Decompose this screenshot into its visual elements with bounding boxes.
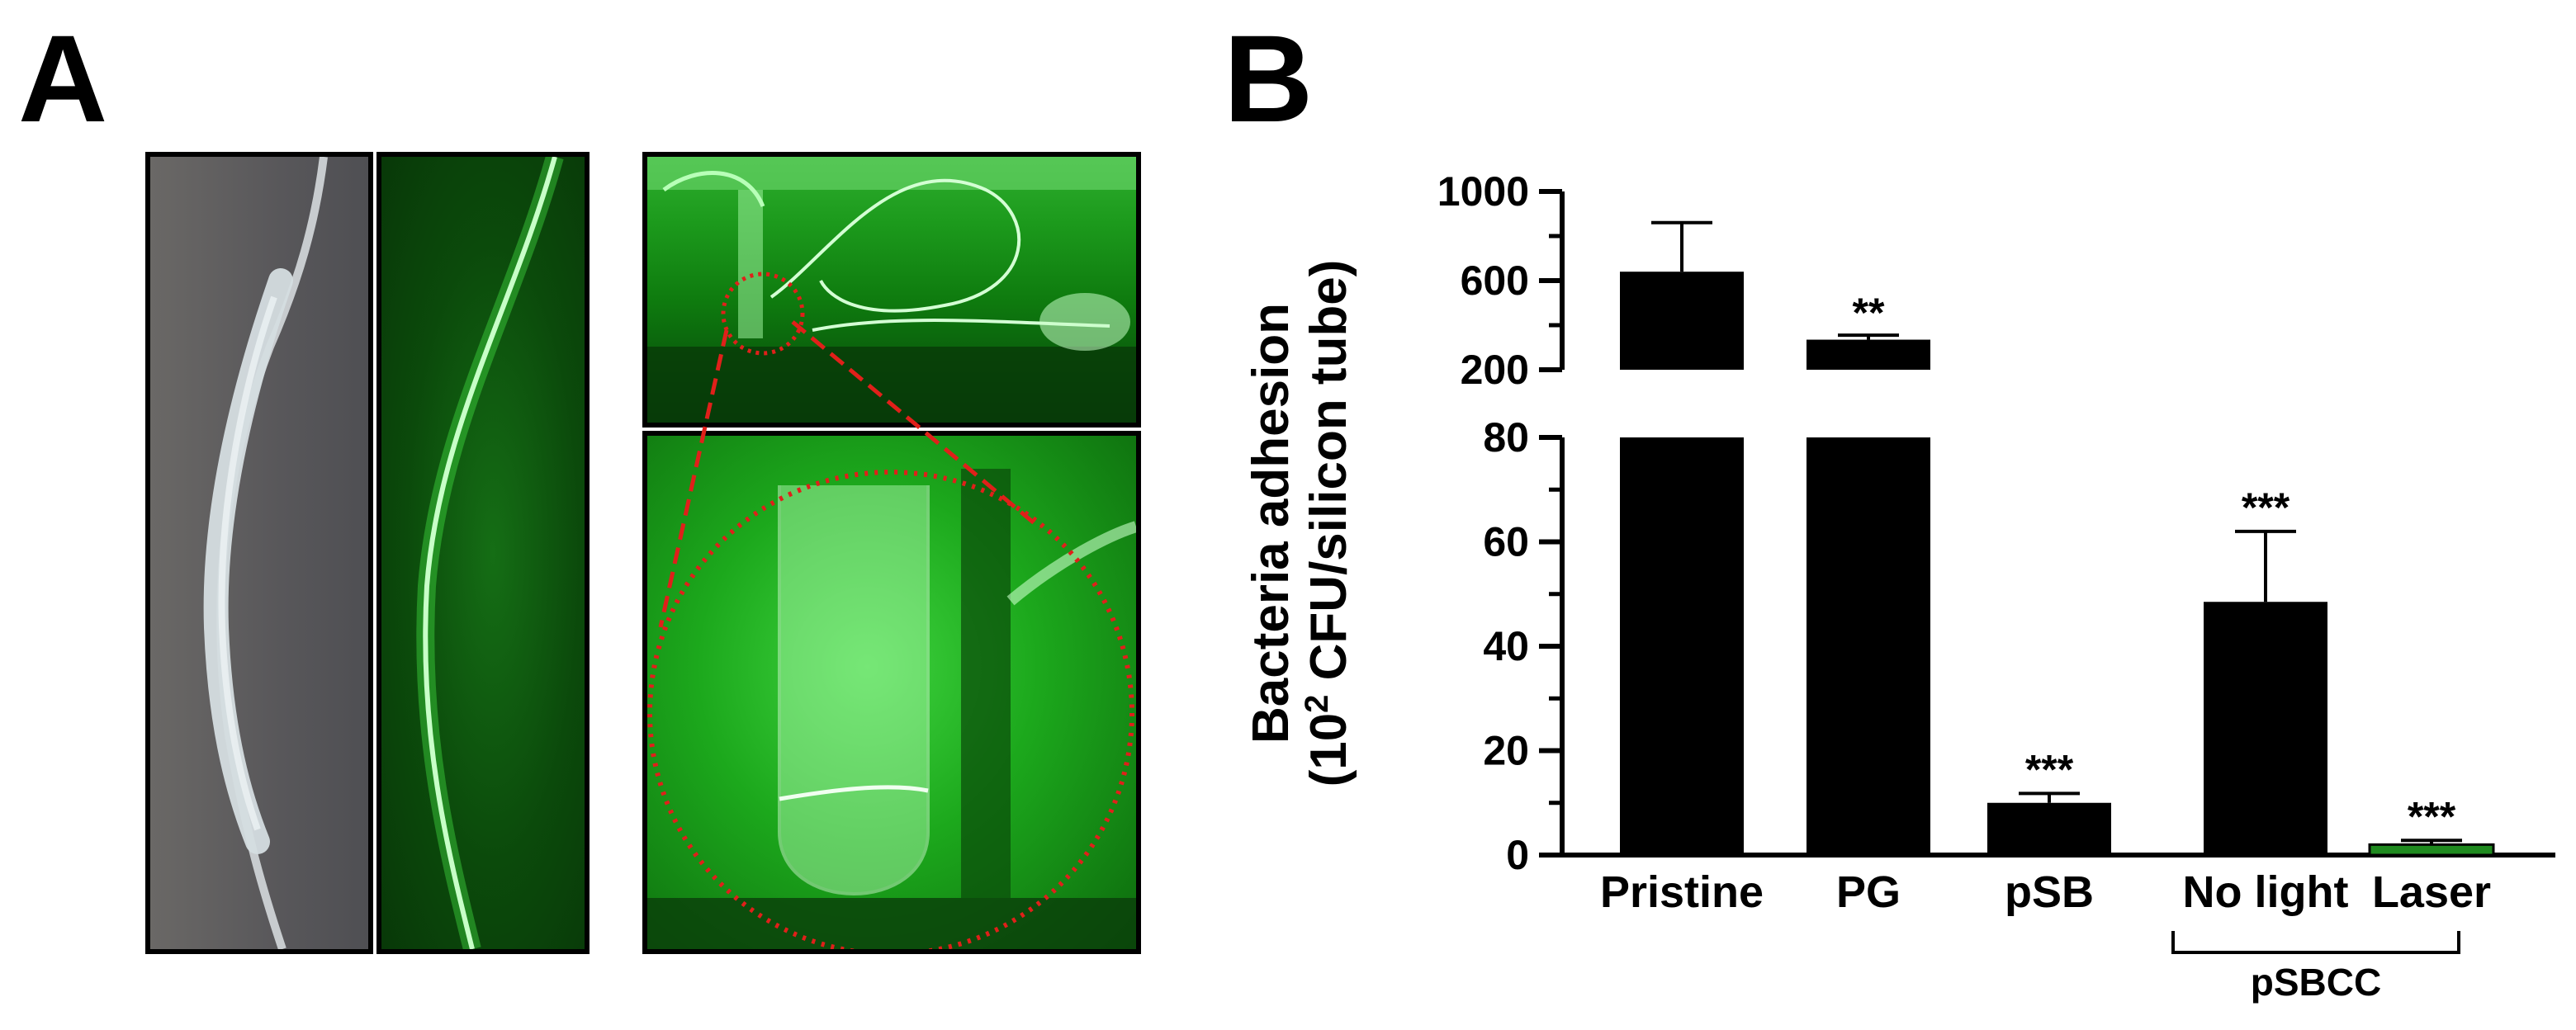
y-tick-label-lower: 0 (1506, 832, 1529, 878)
y-tick-label-upper: 1000 (1437, 168, 1529, 215)
y-tick-label-upper: 600 (1461, 258, 1529, 304)
y-tick-label-lower: 60 (1483, 519, 1529, 565)
x-tick-label: PG (1836, 867, 1901, 917)
y-axis-label-line1: Bacteria adhesion (1243, 303, 1300, 744)
significance-label: *** (2408, 793, 2456, 839)
x-tick-label: Pristine (1600, 867, 1764, 917)
significance-label: *** (2025, 746, 2074, 792)
setup-illustration (647, 157, 1136, 423)
bar (1620, 272, 1744, 370)
x-tick-label: pSB (2005, 867, 2094, 917)
bar-lower-segment (1620, 437, 1744, 855)
highlight-circle-large (647, 470, 1134, 949)
y-tick-label-lower: 80 (1483, 414, 1529, 461)
photo-tube-gray (145, 152, 373, 954)
bar (1807, 339, 1930, 370)
photo-fiber-glow (376, 152, 590, 954)
zoom-illustration (647, 469, 1136, 949)
panel-label-b: B (1224, 9, 1314, 148)
y-tick-label-lower: 40 (1483, 623, 1529, 669)
x-tick-label: Laser (2372, 867, 2491, 917)
significance-label: ** (1853, 290, 1885, 336)
bar (2368, 843, 2495, 857)
y-axis-label-line2: (102 CFU/silicon tube) (1299, 260, 1357, 787)
x-tick-label: No light (2183, 867, 2349, 917)
bar (1987, 802, 2111, 855)
tube-illustration (203, 157, 328, 949)
photo-setup-overview (642, 152, 1141, 428)
significance-label: *** (2242, 484, 2290, 531)
highlight-circle-small (721, 272, 805, 356)
bar (2204, 602, 2327, 855)
photo-tube-zoom (642, 431, 1141, 954)
panel-label-a: A (18, 9, 108, 148)
group-bracket (2171, 931, 2460, 954)
bar-lower-segment (1807, 437, 1930, 855)
bacteria-adhesion-bar-chart: 0 20 40 60 80 200 600 1000 Bacteria adhesion(102… (1243, 168, 2555, 1004)
glowing-fiber-illustration (416, 157, 564, 949)
y-tick-label-upper: 200 (1461, 347, 1529, 393)
y-tick-label-lower: 20 (1483, 728, 1529, 774)
group-label: pSBCC (2251, 961, 2381, 1004)
